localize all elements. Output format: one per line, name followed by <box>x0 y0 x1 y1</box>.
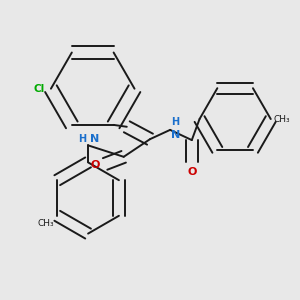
Text: O: O <box>90 160 100 170</box>
Text: CH₃: CH₃ <box>38 219 54 228</box>
Text: O: O <box>187 167 196 177</box>
Text: N: N <box>90 134 99 144</box>
Text: N: N <box>171 130 180 140</box>
Text: H: H <box>171 117 179 128</box>
Text: CH₃: CH₃ <box>274 115 290 124</box>
Text: Cl: Cl <box>34 84 45 94</box>
Text: H: H <box>78 134 86 144</box>
